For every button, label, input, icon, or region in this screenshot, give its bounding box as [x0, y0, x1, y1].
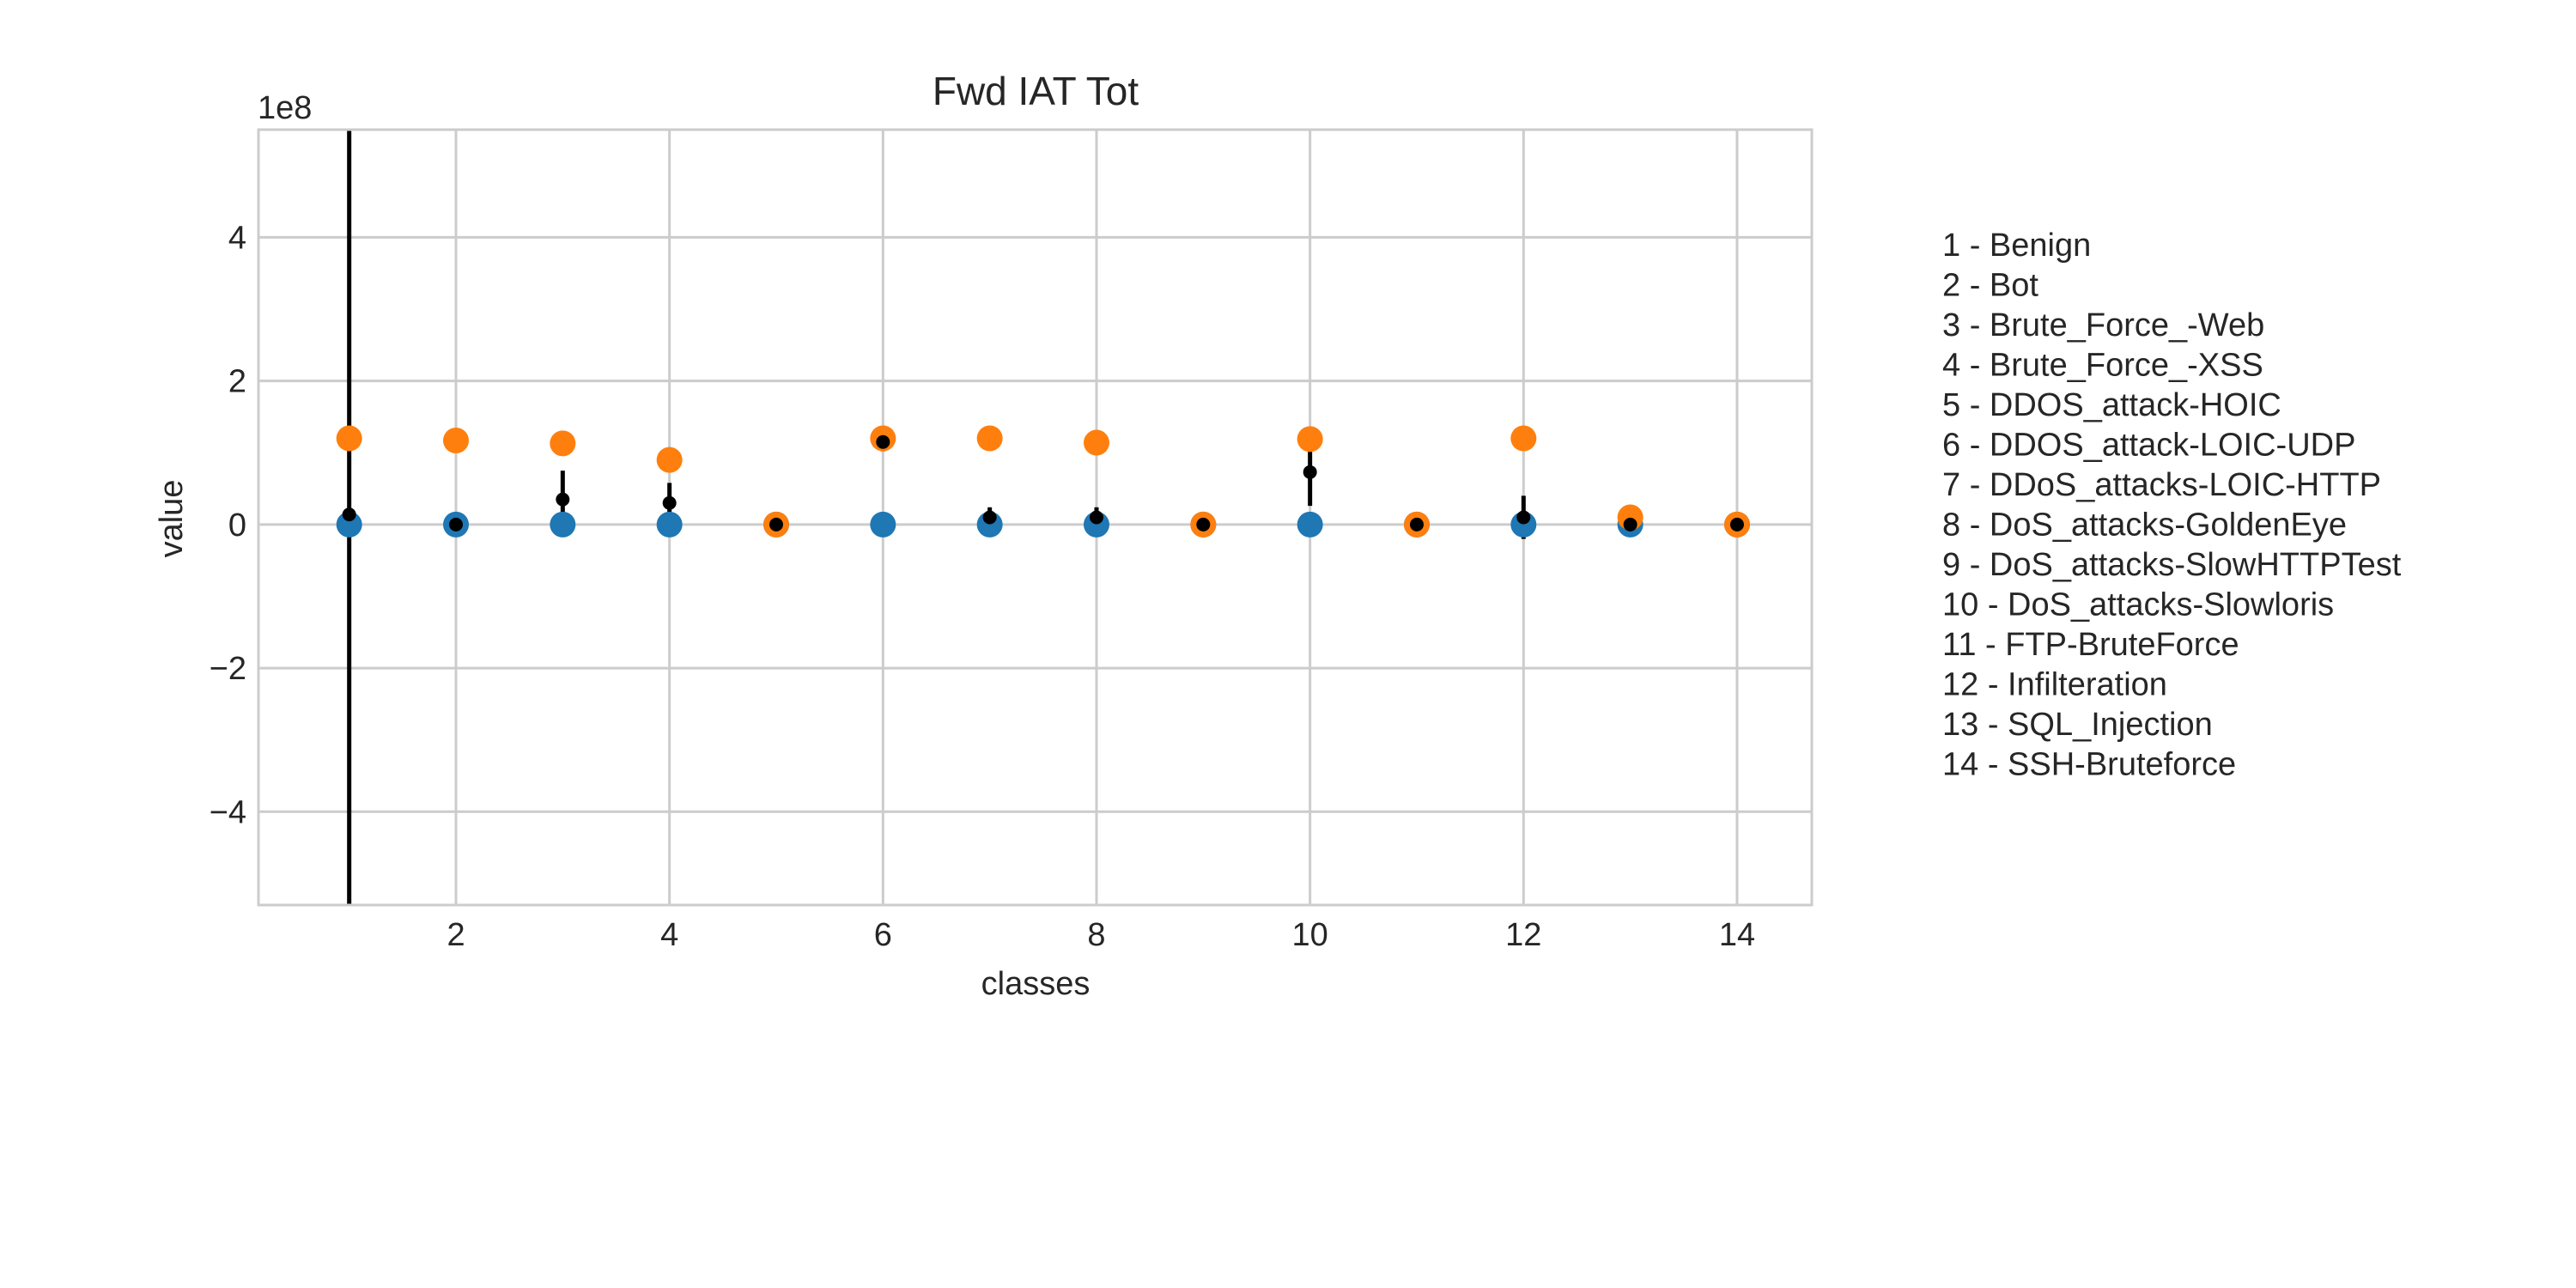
mean-point: [1729, 517, 1744, 532]
legend-entry: 7 - DDoS_attacks-LOIC-HTTP: [1942, 467, 2381, 503]
x-tick-label: 14: [1719, 917, 1755, 953]
y-tick-label: 4: [228, 220, 246, 256]
y-tick-label: −4: [210, 794, 246, 830]
max-point: [1510, 425, 1537, 452]
y-axis-label: value: [154, 480, 190, 558]
data-points: [336, 425, 1750, 538]
mean-point: [556, 492, 570, 507]
mean-point: [1623, 517, 1637, 532]
legend-entry: 3 - Brute_Force_-Web: [1942, 307, 2264, 343]
y-scale-label: 1e8: [258, 90, 312, 126]
y-axis-ticks: −4 −2 0 2 4: [210, 220, 246, 830]
mean-point: [1409, 517, 1424, 532]
legend-entry: 11 - FTP-BruteForce: [1942, 627, 2239, 663]
max-point: [1297, 426, 1323, 453]
legend-entry: 12 - Infilteration: [1942, 667, 2167, 703]
mean-point: [662, 495, 677, 510]
max-point: [976, 425, 1003, 452]
x-axis-ticks: 2 4 6 8 10 12 14: [447, 917, 1755, 953]
legend-entry: 13 - SQL_Injection: [1942, 707, 2213, 743]
max-point: [443, 428, 470, 454]
x-tick-label: 6: [874, 917, 892, 953]
y-tick-label: 2: [228, 364, 246, 400]
legend-entry: 10 - DoS_attacks-Slowloris: [1942, 587, 2334, 623]
chart-title: Fwd IAT Tot: [933, 69, 1139, 113]
y-tick-label: −2: [210, 651, 246, 687]
min-point: [870, 511, 896, 538]
mean-point: [1303, 465, 1317, 479]
mean-point: [769, 517, 783, 532]
min-point: [336, 511, 362, 538]
min-point: [550, 511, 576, 538]
mean-point: [342, 507, 356, 522]
plot-frame: [257, 128, 1814, 907]
max-point: [550, 430, 576, 457]
legend-entry: 8 - DoS_attacks-GoldenEye: [1942, 507, 2347, 544]
mean-point: [876, 434, 890, 449]
y-tick-label: 0: [228, 507, 246, 544]
mean-point: [1089, 510, 1103, 525]
mean-point: [449, 517, 464, 532]
x-axis-label: classes: [981, 966, 1091, 1002]
x-tick-label: 8: [1087, 917, 1105, 953]
legend-entry: 2 - Bot: [1942, 268, 2038, 304]
mean-point: [982, 510, 997, 525]
error-bars: [347, 130, 1526, 905]
x-tick-label: 12: [1505, 917, 1541, 953]
grid-lines: [258, 130, 1812, 905]
x-tick-label: 4: [660, 917, 678, 953]
max-point: [336, 425, 362, 452]
min-point: [1297, 511, 1323, 538]
min-point: [656, 511, 683, 538]
legend-entry: 5 - DDOS_attack-HOIC: [1942, 387, 2281, 423]
legend-entry: 1 - Benign: [1942, 228, 2091, 264]
legend-entry: 6 - DDOS_attack-LOIC-UDP: [1942, 428, 2355, 464]
max-point: [656, 447, 683, 473]
mean-point: [1516, 510, 1531, 525]
legend-entry: 4 - Brute_Force_-XSS: [1942, 348, 2263, 384]
x-tick-label: 10: [1292, 917, 1328, 953]
x-tick-label: 2: [447, 917, 465, 953]
max-point: [1083, 429, 1109, 456]
mean-point: [1196, 517, 1211, 532]
legend-entry: 14 - SSH-Bruteforce: [1942, 747, 2236, 783]
legend-entry: 9 - DoS_attacks-SlowHTTPTest: [1942, 547, 2402, 583]
